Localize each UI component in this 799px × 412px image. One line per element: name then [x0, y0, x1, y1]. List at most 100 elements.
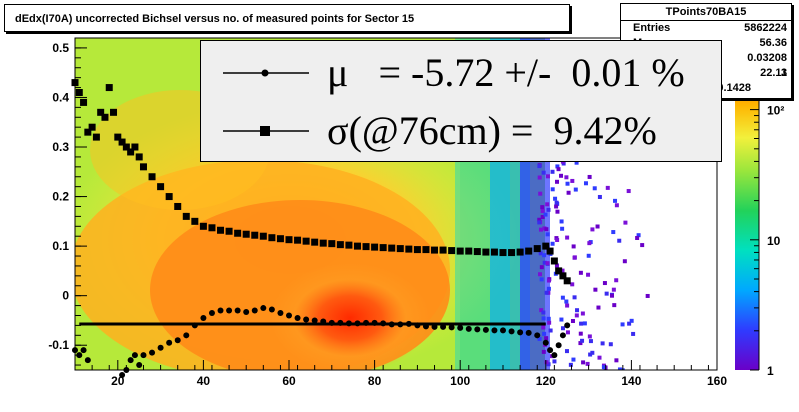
- mu-point: [320, 318, 327, 325]
- sparse-cell: [587, 241, 592, 246]
- sparse-cell: [559, 173, 564, 178]
- plot-title-text: dEdx(I70A) uncorrected Bichsel versus no…: [15, 13, 415, 25]
- x-tick-label: 120: [536, 374, 556, 388]
- mu-point: [119, 371, 126, 378]
- sparse-cell: [595, 224, 600, 229]
- sigma-point: [490, 248, 498, 256]
- mu-point: [405, 320, 412, 327]
- y-tick-label: 0.5: [52, 41, 69, 55]
- sparse-cell: [565, 235, 570, 240]
- sparse-cell: [581, 360, 586, 365]
- legend-sigma-text: σ(@76cm) = 9.42%: [327, 108, 657, 153]
- mu-point: [251, 307, 258, 314]
- sigma-point: [405, 245, 413, 253]
- sparse-cell: [587, 334, 592, 339]
- mu-point: [84, 357, 91, 364]
- mu-point: [431, 323, 438, 330]
- sigma-point: [157, 183, 165, 191]
- sigma-point: [97, 108, 105, 116]
- sparse-cell: [626, 189, 631, 194]
- sparse-cell: [636, 233, 641, 238]
- sigma-point: [379, 244, 387, 252]
- sigma-point: [294, 236, 302, 244]
- sparse-cell: [565, 303, 570, 308]
- sigma-point: [448, 247, 456, 255]
- stats-row: 22.11: [621, 66, 791, 81]
- y-tick-label: 0.1: [52, 239, 69, 253]
- sparse-cell: [566, 190, 571, 195]
- sigma-point: [182, 212, 190, 220]
- sparse-cell: [544, 227, 549, 232]
- sigma-point: [225, 227, 233, 235]
- x-tick-label: 140: [621, 374, 641, 388]
- sparse-cell: [547, 320, 552, 325]
- sparse-cell: [586, 272, 591, 277]
- sparse-cell: [605, 185, 610, 190]
- mu-point: [183, 332, 190, 339]
- sparse-cell: [610, 293, 615, 298]
- sparse-cell: [542, 260, 547, 265]
- stats-value: 56.36: [759, 37, 787, 49]
- sigma-point: [473, 248, 481, 256]
- sparse-cell: [541, 349, 546, 354]
- sparse-cell: [539, 308, 544, 313]
- sparse-cell: [580, 338, 585, 343]
- sigma-point: [110, 108, 118, 116]
- sparse-cell: [588, 339, 593, 344]
- sparse-cell: [544, 290, 549, 295]
- sparse-cell: [614, 358, 619, 363]
- sparse-cell: [537, 164, 542, 169]
- mu-point: [440, 323, 447, 330]
- mu-point: [559, 332, 566, 339]
- sparse-cell: [585, 361, 590, 366]
- sigma-point: [525, 247, 533, 255]
- mu-point: [482, 326, 489, 333]
- mu-point: [354, 320, 361, 327]
- sigma-point: [533, 245, 541, 253]
- sigma-point: [482, 248, 490, 256]
- fit-legend: μ = -5.72 +/- 0.01 % σ(@76cm) = 9.42%: [200, 40, 722, 162]
- mu-point: [191, 322, 198, 329]
- mu-point: [534, 332, 541, 339]
- sparse-cell: [556, 167, 561, 172]
- sigma-point: [362, 243, 370, 251]
- sigma-point: [508, 249, 516, 257]
- sigma-point: [456, 247, 464, 255]
- mu-point: [448, 324, 455, 331]
- sparse-cell: [588, 352, 593, 357]
- sparse-cell: [574, 313, 579, 318]
- sigma-point: [546, 247, 554, 255]
- mu-point: [525, 329, 532, 336]
- sparse-cell: [611, 230, 616, 235]
- mu-point: [200, 314, 207, 321]
- sigma-point: [550, 257, 558, 265]
- sparse-cell: [555, 179, 560, 184]
- sigma-point: [208, 224, 216, 232]
- legend-mu-marker: [261, 69, 269, 77]
- sparse-cell: [540, 205, 545, 210]
- sigma-point: [105, 84, 113, 92]
- sigma-point: [431, 246, 439, 254]
- mu-point: [234, 307, 241, 314]
- mu-point: [337, 319, 344, 326]
- sparse-cell: [592, 186, 597, 191]
- sparse-cell: [553, 196, 558, 201]
- sparse-cell: [543, 212, 548, 217]
- sparse-cell: [555, 164, 560, 169]
- sparse-cell: [620, 322, 625, 327]
- mu-point: [294, 314, 301, 321]
- mu-point: [217, 307, 224, 314]
- sparse-cell: [629, 318, 634, 323]
- mu-point: [474, 326, 481, 333]
- y-tick-label: 0.4: [52, 90, 69, 104]
- sparse-cell: [579, 321, 584, 326]
- mu-point: [136, 362, 143, 369]
- sigma-point: [328, 240, 336, 248]
- y-tick-label: 0.2: [52, 190, 69, 204]
- x-tick-label: 60: [282, 374, 296, 388]
- mu-point: [166, 339, 173, 346]
- sparse-cell: [613, 198, 618, 203]
- mu-point: [303, 316, 310, 323]
- sigma-point: [413, 246, 421, 254]
- y-tick-label: 0: [62, 289, 69, 303]
